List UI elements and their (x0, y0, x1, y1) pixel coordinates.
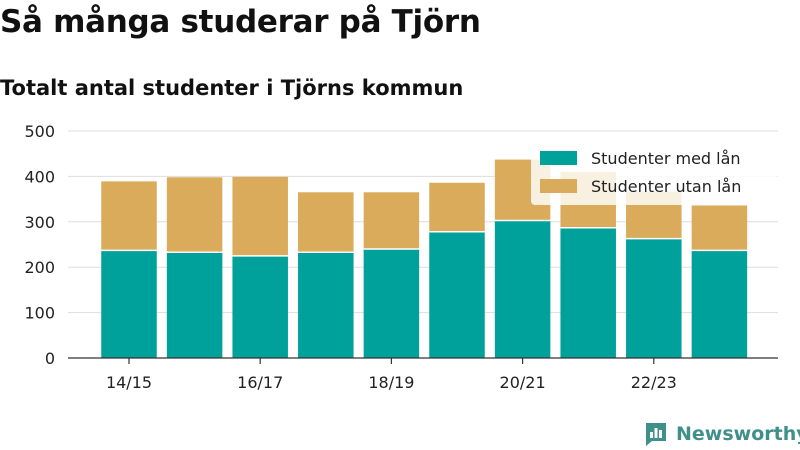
bar-with-loan (363, 249, 420, 358)
bar-with-loan (691, 250, 748, 358)
bar-with-loan (298, 252, 354, 358)
chart-subtitle: Totalt antal studenter i Tjörns kommun (0, 76, 464, 100)
legend-box (531, 141, 777, 205)
x-tick-label: 22/23 (631, 373, 677, 392)
bar-with-loan (101, 250, 157, 358)
y-tick-label: 100 (24, 304, 55, 323)
y-axis-ticks: 0 100 200 300 400 500 (24, 122, 55, 368)
y-tick-label: 500 (24, 122, 55, 141)
bars (101, 159, 748, 358)
x-tick-label: 14/15 (106, 373, 152, 392)
y-tick-label: 400 (24, 167, 55, 186)
y-tick-label: 300 (24, 213, 55, 232)
y-tick-label: 0 (45, 349, 55, 368)
bar-with-loan (232, 255, 288, 358)
x-axis-ticks: 14/15 16/17 18/19 20/21 22/23 (106, 358, 677, 392)
bar-without-loan (232, 176, 288, 256)
legend-swatch (540, 179, 577, 193)
bar-without-loan (298, 192, 354, 253)
stacked-bar-chart: 0 100 200 300 400 500 14/15 16/17 18/19 20/21 22/… (24, 122, 778, 392)
bar-without-loan (363, 192, 420, 250)
bar-chart-bubble-icon (646, 423, 666, 446)
bar-with-loan (626, 238, 682, 358)
legend-label: Studenter med lån (591, 149, 741, 168)
bar-without-loan (101, 181, 157, 251)
bar-without-loan (166, 177, 223, 253)
legend-label: Studenter utan lån (591, 177, 741, 196)
y-tick-label: 200 (24, 258, 55, 277)
newsworthy-logo: Newsworthy (644, 420, 800, 448)
bar-without-loan (429, 182, 485, 232)
legend: Studenter med lån Studenter utan lån (531, 141, 777, 205)
x-tick-label: 18/19 (368, 373, 414, 392)
bar-with-loan (560, 227, 616, 358)
x-tick-label: 16/17 (237, 373, 283, 392)
bar-without-loan (691, 205, 748, 251)
x-tick-label: 20/21 (500, 373, 546, 392)
bar-with-loan (494, 220, 551, 358)
bar-with-loan (429, 231, 485, 358)
logo-text: Newsworthy (676, 423, 800, 445)
chart-title: Så många studerar på Tjörn (0, 4, 481, 40)
legend-swatch (540, 151, 577, 165)
bar-with-loan (166, 252, 223, 358)
